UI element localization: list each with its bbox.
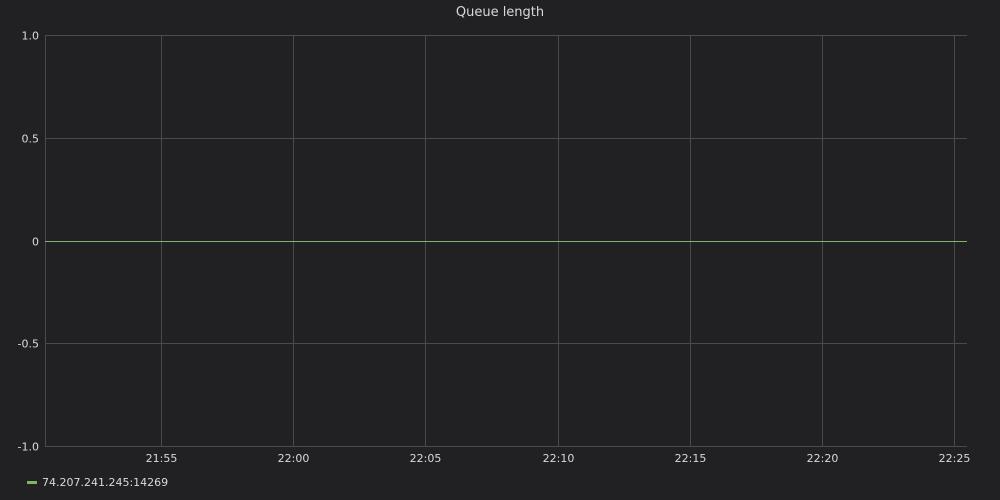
y-tick-label: 0 <box>32 236 39 249</box>
y-tick-label: 0.5 <box>22 133 40 146</box>
grid-lines <box>45 35 967 447</box>
chart-title: Queue length <box>455 5 545 20</box>
legend-swatch <box>27 481 37 484</box>
x-tick-label: 22:00 <box>278 452 310 465</box>
y-tick-label: -1.0 <box>18 441 39 454</box>
y-tick-label: -0.5 <box>18 338 39 351</box>
x-tick-label: 22:20 <box>807 452 839 465</box>
y-tick-label: 1.0 <box>22 30 40 43</box>
x-tick-label: 22:05 <box>410 452 442 465</box>
x-tick-label: 22:10 <box>543 452 575 465</box>
legend[interactable]: 74.207.241.245:14269 <box>27 476 168 489</box>
x-axis-ticks: 21:55 22:00 22:05 22:10 22:15 22:20 22:25 <box>146 452 971 465</box>
x-tick-label: 21:55 <box>146 452 178 465</box>
legend-label[interactable]: 74.207.241.245:14269 <box>42 476 169 489</box>
x-tick-label: 22:15 <box>675 452 707 465</box>
x-tick-label: 22:25 <box>939 452 971 465</box>
y-axis-ticks: 1.0 0.5 0 -0.5 -1.0 <box>18 30 39 454</box>
